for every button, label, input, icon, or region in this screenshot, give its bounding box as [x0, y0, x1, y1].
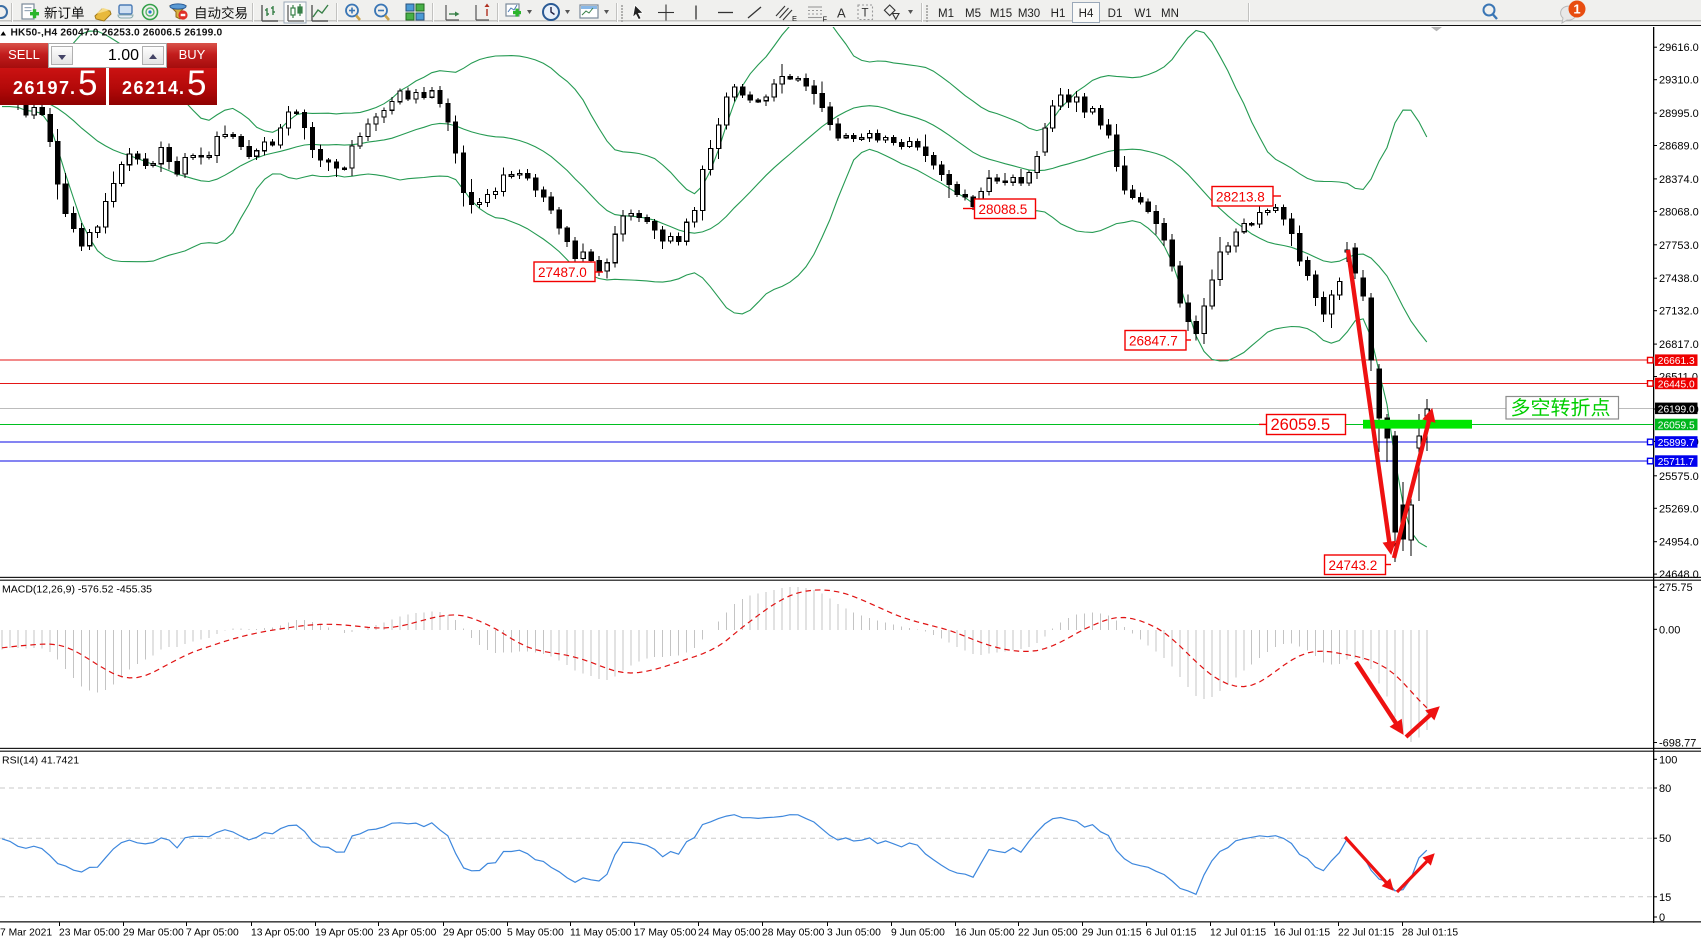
- svg-text:28213.8: 28213.8: [1216, 190, 1265, 205]
- svg-text:28068.0: 28068.0: [1659, 206, 1699, 218]
- svg-text:25899.7: 25899.7: [1658, 438, 1695, 449]
- svg-text:28 May 05:00: 28 May 05:00: [762, 928, 825, 939]
- svg-text:MN: MN: [1161, 8, 1179, 20]
- svg-text:1: 1: [1573, 2, 1580, 17]
- svg-text:28995.0: 28995.0: [1659, 108, 1699, 120]
- svg-text:26199.0: 26199.0: [1658, 404, 1695, 415]
- svg-text:26059.5: 26059.5: [1658, 420, 1695, 431]
- svg-text:T: T: [862, 8, 869, 20]
- svg-text:29 Apr 05:00: 29 Apr 05:00: [443, 928, 502, 939]
- svg-text:22 Jun 05:00: 22 Jun 05:00: [1018, 928, 1078, 939]
- svg-text:19 Apr 05:00: 19 Apr 05:00: [315, 928, 374, 939]
- svg-text:26445.0: 26445.0: [1658, 379, 1695, 390]
- svg-text:3 Jun 05:00: 3 Jun 05:00: [827, 928, 881, 939]
- svg-text:13 Apr 05:00: 13 Apr 05:00: [251, 928, 310, 939]
- svg-text:W1: W1: [1134, 8, 1151, 20]
- svg-text:A: A: [837, 6, 846, 21]
- svg-text:26817.0: 26817.0: [1659, 339, 1699, 351]
- svg-text:15: 15: [1659, 892, 1671, 904]
- svg-text:80: 80: [1659, 783, 1671, 795]
- svg-text:24 May 05:00: 24 May 05:00: [698, 928, 761, 939]
- svg-text:50: 50: [1659, 833, 1671, 845]
- svg-text:25711.7: 25711.7: [1658, 457, 1694, 468]
- svg-text:E: E: [792, 14, 797, 23]
- svg-text:7 Apr 05:00: 7 Apr 05:00: [186, 928, 239, 939]
- svg-text:28 Jul 01:15: 28 Jul 01:15: [1402, 928, 1458, 939]
- svg-text:HK50-,H4 26047.0 26253.0 2600: HK50-,H4 26047.0 26253.0 26006.5 26199.0: [11, 28, 223, 39]
- svg-text:0.00: 0.00: [1659, 624, 1680, 636]
- svg-text:16 Jul 01:15: 16 Jul 01:15: [1274, 928, 1330, 939]
- svg-text:29310.0: 29310.0: [1659, 75, 1699, 87]
- svg-text:-698.77: -698.77: [1659, 738, 1696, 750]
- svg-text:M1: M1: [938, 8, 954, 20]
- svg-text:26661.3: 26661.3: [1658, 356, 1695, 367]
- svg-text:24648.0: 24648.0: [1659, 569, 1699, 581]
- svg-text:22 Jul 01:15: 22 Jul 01:15: [1338, 928, 1394, 939]
- svg-text:23 Apr 05:00: 23 Apr 05:00: [378, 928, 437, 939]
- svg-text:25269.0: 25269.0: [1659, 503, 1699, 515]
- svg-text:9 Jun 05:00: 9 Jun 05:00: [891, 928, 945, 939]
- svg-text:28088.5: 28088.5: [979, 202, 1028, 217]
- svg-text:M15: M15: [990, 8, 1012, 20]
- svg-text:27132.0: 27132.0: [1659, 306, 1699, 318]
- svg-text:27753.0: 27753.0: [1659, 240, 1699, 252]
- svg-text:29616.0: 29616.0: [1659, 42, 1699, 54]
- svg-text:29 Mar 05:00: 29 Mar 05:00: [123, 928, 184, 939]
- svg-text:23 Mar 05:00: 23 Mar 05:00: [59, 928, 120, 939]
- svg-text:11 May 05:00: 11 May 05:00: [570, 928, 632, 939]
- svg-text:RSI(14) 41.7421: RSI(14) 41.7421: [2, 755, 79, 767]
- svg-text:F: F: [823, 15, 828, 24]
- svg-text:M5: M5: [965, 8, 981, 20]
- svg-text:H4: H4: [1079, 8, 1094, 20]
- svg-text:5 May 05:00: 5 May 05:00: [507, 928, 564, 939]
- svg-text:25575.0: 25575.0: [1659, 471, 1699, 483]
- svg-text:26847.7: 26847.7: [1129, 334, 1178, 349]
- svg-text:16 Jun 05:00: 16 Jun 05:00: [955, 928, 1015, 939]
- svg-text:24954.0: 24954.0: [1659, 537, 1699, 549]
- svg-text:M30: M30: [1018, 8, 1040, 20]
- svg-text:26059.5: 26059.5: [1271, 416, 1331, 434]
- svg-text:6 Jul 01:15: 6 Jul 01:15: [1146, 928, 1197, 939]
- svg-text:0: 0: [1659, 912, 1665, 924]
- svg-text:H1: H1: [1051, 8, 1066, 20]
- svg-text:MACD(12,26,9) -576.52 -455.35: MACD(12,26,9) -576.52 -455.35: [2, 584, 152, 596]
- svg-text:17 May 05:00: 17 May 05:00: [634, 928, 697, 939]
- svg-text:28374.0: 28374.0: [1659, 174, 1699, 186]
- svg-text:100: 100: [1659, 754, 1677, 766]
- svg-text:D1: D1: [1108, 8, 1123, 20]
- svg-text:29 Jun 01:15: 29 Jun 01:15: [1082, 928, 1142, 939]
- svg-text:24743.2: 24743.2: [1329, 558, 1378, 573]
- svg-text:275.75: 275.75: [1659, 582, 1693, 594]
- svg-text:12 Jul 01:15: 12 Jul 01:15: [1210, 928, 1266, 939]
- svg-text:7 Mar 2021: 7 Mar 2021: [0, 928, 52, 939]
- svg-text:27487.0: 27487.0: [538, 265, 587, 280]
- svg-text:27438.0: 27438.0: [1659, 273, 1699, 285]
- svg-text:28689.0: 28689.0: [1659, 141, 1699, 153]
